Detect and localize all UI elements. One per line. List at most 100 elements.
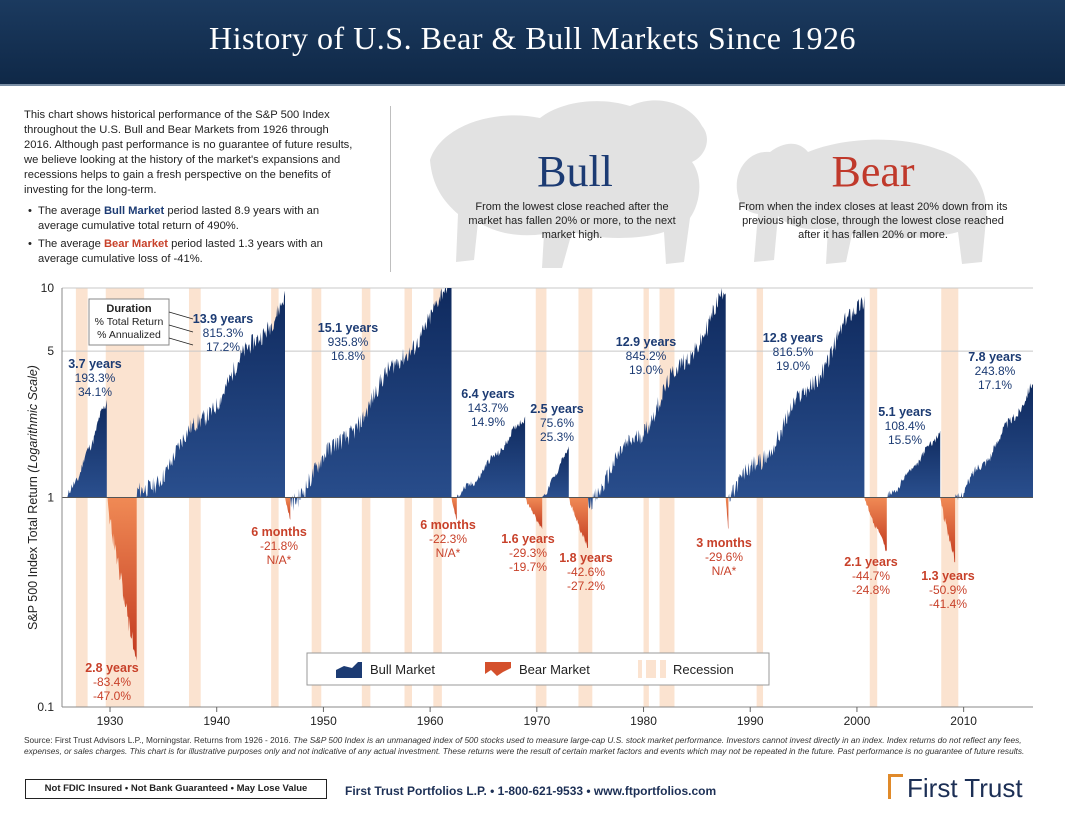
bear-heading: Bear [831, 147, 915, 196]
y-tick-label: 1 [47, 491, 54, 505]
logo-bracket-icon [888, 774, 903, 799]
x-tick-label: 2000 [844, 714, 871, 728]
period-annualized: N/A* [712, 564, 737, 578]
y-tick-label: 0.1 [37, 700, 54, 714]
key-line-2: % Total Return [95, 316, 164, 328]
bear-definition: From when the index closes at least 20% … [738, 201, 1008, 241]
legend-bull-label: Bull Market [370, 662, 435, 677]
period-annualized: N/A* [436, 546, 461, 560]
bull-market-area-8 [542, 446, 569, 498]
bear-market-area-1 [106, 497, 137, 661]
period-total-return: -50.9% [929, 583, 967, 597]
period-duration: 3 months [696, 536, 752, 550]
fdic-disclaimer: Not FDIC Insured • Not Bank Guaranteed •… [25, 779, 327, 799]
period-annualized: 19.0% [629, 363, 663, 377]
bull-market-area-14 [886, 430, 941, 498]
period-duration: 1.6 years [501, 532, 555, 546]
period-annualized: -27.2% [567, 579, 605, 593]
x-tick-label: 1960 [417, 714, 444, 728]
period-total-return: -29.6% [705, 550, 743, 564]
period-total-return: 815.3% [203, 326, 244, 340]
period-label-11: 3 months-29.6%N/A* [696, 536, 752, 578]
legend-bull-swatch [336, 662, 362, 678]
source-note: Source: First Trust Advisors L.P., Morni… [24, 735, 1025, 756]
contact-info: First Trust Portfolios L.P. • 1-800-621-… [345, 784, 717, 798]
bear-market-area-5 [451, 497, 457, 521]
y-axis-title: S&P 500 Index Total Return (Logarithmic … [26, 365, 40, 630]
period-total-return: 143.7% [468, 401, 509, 415]
bull-definition: From the lowest close reached after the … [468, 201, 676, 241]
period-duration: 13.9 years [193, 312, 254, 326]
period-duration: 5.1 years [878, 405, 932, 419]
period-annualized: 15.5% [888, 433, 922, 447]
period-annualized: 17.2% [206, 340, 240, 354]
period-duration: 1.8 years [559, 551, 613, 565]
bear-market-area-9 [568, 497, 588, 548]
legend-recession-label: Recession [673, 662, 734, 677]
legend: Bull Market Bear Market Recession [306, 652, 770, 686]
bear-market-area-11 [725, 497, 729, 530]
bull-silhouette-icon [430, 100, 707, 268]
period-duration: 1.3 years [921, 569, 975, 583]
bull-heading: Bull [537, 147, 613, 196]
key-line-3: % Annualized [97, 329, 161, 341]
y-tick-label: 5 [47, 344, 54, 358]
period-annualized: 16.8% [331, 349, 365, 363]
period-duration: 2.8 years [85, 661, 139, 675]
period-annualized: -19.7% [509, 560, 547, 574]
bear-market-area-7 [525, 497, 543, 529]
legend-bear-swatch [485, 662, 511, 676]
period-label-3: 6 months-21.8%N/A* [251, 525, 307, 567]
bull-market-area-16 [955, 383, 1033, 501]
period-total-return: 243.8% [975, 364, 1016, 378]
period-annualized: 17.1% [978, 378, 1012, 392]
period-duration: 7.8 years [968, 350, 1022, 364]
divider [390, 106, 391, 272]
period-total-return: -22.3% [429, 532, 467, 546]
x-tick-label: 2010 [950, 714, 977, 728]
market-areas [62, 288, 1033, 661]
bear-market-area-3 [285, 497, 291, 520]
period-duration: 2.1 years [844, 555, 898, 569]
period-total-return: 935.8% [328, 335, 369, 349]
period-label-5: 6 months-22.3%N/A* [420, 518, 476, 560]
period-annualized: 19.0% [776, 359, 810, 373]
period-duration: 3.7 years [68, 357, 122, 371]
x-tick-label: 1990 [737, 714, 764, 728]
period-total-return: 816.5% [773, 345, 814, 359]
period-total-return: 193.3% [75, 371, 116, 385]
x-tick-label: 1980 [630, 714, 657, 728]
legend-bear-label: Bear Market [519, 662, 590, 677]
bull-market-area-2 [136, 290, 285, 498]
bear-market-area-15 [940, 497, 956, 563]
period-annualized: -41.4% [929, 597, 967, 611]
bear-market-area-13 [864, 497, 887, 552]
x-tick-label: 1970 [523, 714, 550, 728]
period-total-return: 108.4% [885, 419, 926, 433]
legend-recession-swatch [638, 660, 642, 678]
period-duration: 6 months [420, 518, 476, 532]
first-trust-logo: First Trust [888, 773, 1023, 804]
period-total-return: -42.6% [567, 565, 605, 579]
bull-market-area-12 [728, 295, 865, 502]
period-annualized: 14.9% [471, 415, 505, 429]
period-total-return: 845.2% [626, 349, 667, 363]
bull-market-area-6 [456, 416, 526, 498]
label-key: Duration % Total Return % Annualized [88, 298, 194, 346]
period-total-return: -83.4% [93, 675, 131, 689]
period-total-return: -29.3% [509, 546, 547, 560]
period-total-return: -44.7% [852, 569, 890, 583]
gridlines [62, 287, 1033, 352]
period-duration: 15.1 years [318, 321, 379, 335]
period-label-15: 1.3 years-50.9%-41.4% [921, 569, 975, 611]
bull-market-area-0 [67, 399, 107, 498]
bull-market-area-4 [290, 288, 452, 511]
